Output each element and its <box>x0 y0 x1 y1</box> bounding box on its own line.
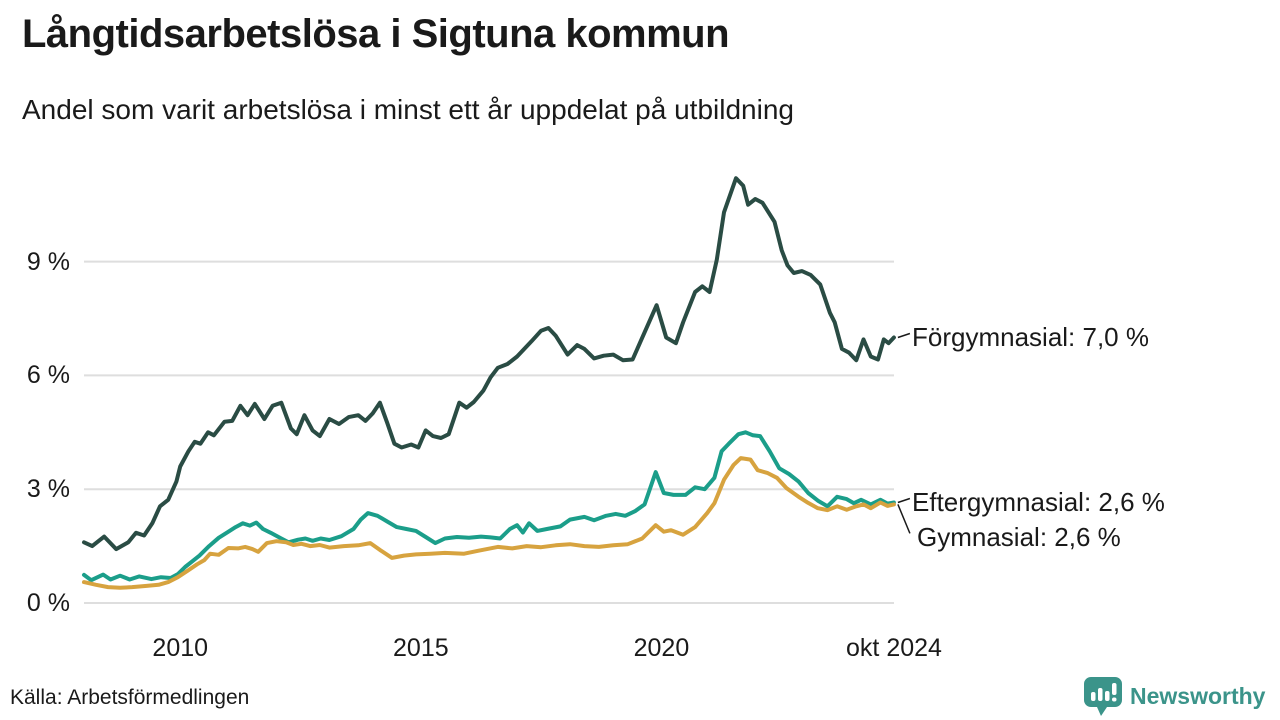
series-line-gymnasial <box>82 456 896 590</box>
series-line-förgymnasial <box>82 176 896 552</box>
y-axis-tick-label: 6 % <box>26 361 70 390</box>
newsworthy-brand-name: Newsworthy <box>1130 683 1266 709</box>
annotation-connector-eftergymnasial <box>897 497 911 504</box>
chart-subtitle: Andel som varit arbetslösa i minst ett å… <box>22 94 794 125</box>
x-axis-tick-label: 2015 <box>393 634 449 662</box>
annotation-connector-förgymnasial <box>897 332 911 339</box>
series-line-eftergymnasial <box>82 430 896 583</box>
x-axis-tick-label: okt 2024 <box>846 634 942 662</box>
series-end-label-gymnasial: Gymnasial: 2,6 % <box>917 522 1121 553</box>
y-axis-tick-label: 3 % <box>26 475 70 504</box>
x-axis-tick-label: 2010 <box>152 634 209 662</box>
series-end-label-förgymnasial: Förgymnasial: 7,0 % <box>912 322 1149 353</box>
series-end-label-eftergymnasial: Eftergymnasial: 2,6 % <box>912 487 1165 518</box>
x-axis-tick-label: 2020 <box>633 634 690 662</box>
chart-title: Långtidsarbetslösa i Sigtuna kommun <box>22 12 730 56</box>
source-attribution: Källa: Arbetsförmedlingen <box>10 686 250 709</box>
y-axis-tick-label: 0 % <box>26 589 70 617</box>
annotation-connector-gymnasial <box>897 504 911 534</box>
y-axis-tick-label: 9 % <box>26 247 70 276</box>
newsworthy-brand: Newsworthy <box>1083 676 1265 717</box>
newsworthy-logo-icon <box>1084 677 1122 716</box>
